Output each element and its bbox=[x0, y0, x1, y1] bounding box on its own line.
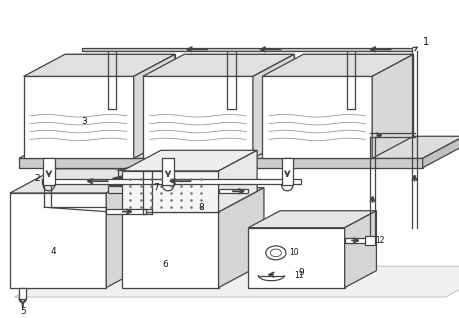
Text: 2: 2 bbox=[35, 174, 40, 183]
Polygon shape bbox=[19, 287, 26, 299]
Polygon shape bbox=[106, 210, 146, 214]
Circle shape bbox=[265, 246, 285, 260]
Text: 8: 8 bbox=[198, 203, 204, 211]
Polygon shape bbox=[184, 54, 294, 136]
Text: 9: 9 bbox=[298, 268, 303, 277]
Polygon shape bbox=[19, 158, 422, 168]
Polygon shape bbox=[113, 178, 140, 185]
Polygon shape bbox=[43, 158, 55, 185]
Polygon shape bbox=[218, 150, 257, 212]
Text: 10: 10 bbox=[289, 248, 298, 257]
Polygon shape bbox=[10, 169, 151, 193]
Polygon shape bbox=[248, 228, 344, 287]
Polygon shape bbox=[303, 54, 413, 136]
Text: 4: 4 bbox=[50, 247, 56, 256]
Polygon shape bbox=[371, 54, 413, 158]
Polygon shape bbox=[262, 54, 413, 76]
Polygon shape bbox=[81, 47, 411, 51]
Polygon shape bbox=[143, 76, 252, 158]
Polygon shape bbox=[118, 170, 145, 177]
Polygon shape bbox=[143, 54, 294, 76]
Polygon shape bbox=[134, 54, 174, 158]
Polygon shape bbox=[14, 266, 459, 297]
Polygon shape bbox=[344, 211, 375, 287]
Polygon shape bbox=[108, 186, 136, 193]
Text: 5: 5 bbox=[20, 308, 26, 316]
Polygon shape bbox=[252, 54, 294, 158]
Circle shape bbox=[270, 249, 281, 257]
Text: 7: 7 bbox=[153, 183, 158, 192]
Polygon shape bbox=[162, 158, 174, 185]
Text: 11: 11 bbox=[293, 271, 303, 280]
Polygon shape bbox=[19, 136, 459, 158]
Text: 6: 6 bbox=[162, 260, 168, 269]
Polygon shape bbox=[10, 193, 106, 287]
Polygon shape bbox=[106, 169, 151, 287]
Polygon shape bbox=[23, 76, 134, 158]
Polygon shape bbox=[122, 171, 218, 212]
Polygon shape bbox=[281, 158, 292, 185]
Text: 3: 3 bbox=[81, 117, 87, 126]
Polygon shape bbox=[122, 188, 263, 212]
Polygon shape bbox=[218, 188, 263, 287]
Polygon shape bbox=[65, 54, 174, 136]
Polygon shape bbox=[364, 236, 375, 245]
Polygon shape bbox=[218, 189, 248, 193]
Polygon shape bbox=[344, 238, 374, 243]
Polygon shape bbox=[122, 150, 257, 171]
Polygon shape bbox=[262, 76, 371, 158]
Text: 1: 1 bbox=[422, 37, 428, 47]
Polygon shape bbox=[42, 179, 301, 183]
Text: 12: 12 bbox=[375, 236, 384, 245]
Polygon shape bbox=[248, 211, 375, 228]
Polygon shape bbox=[23, 54, 174, 76]
Polygon shape bbox=[122, 212, 218, 287]
Polygon shape bbox=[422, 136, 459, 168]
